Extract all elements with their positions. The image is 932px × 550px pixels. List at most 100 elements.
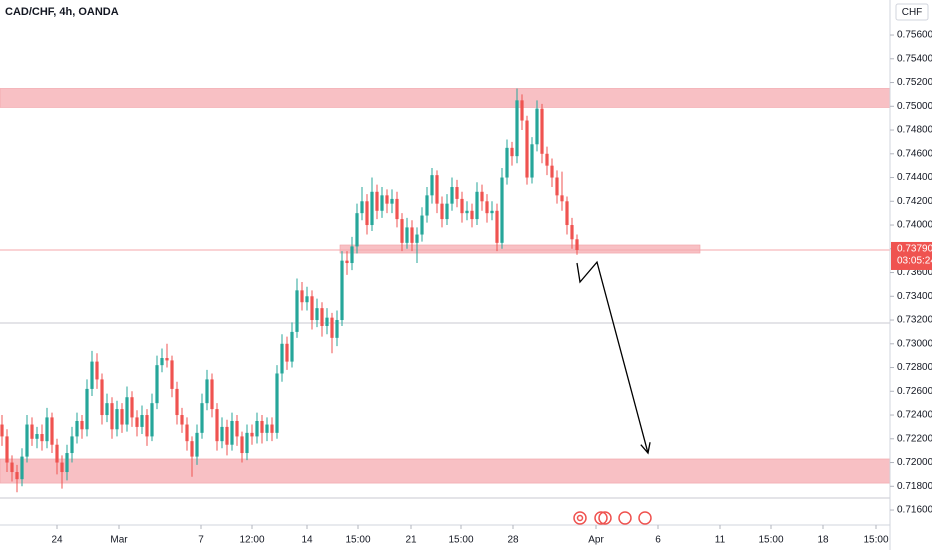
candle-body <box>350 246 354 264</box>
candle-body <box>475 191 479 220</box>
y-tick-label: 0.74400 <box>897 172 932 183</box>
candle-body <box>155 365 159 404</box>
event-icon[interactable] <box>618 511 632 525</box>
candle-body <box>130 397 134 418</box>
last-price-box <box>891 241 932 270</box>
candle-body <box>385 195 389 204</box>
candle-body <box>40 434 44 442</box>
currency-label[interactable]: CHF <box>902 7 923 18</box>
event-icon[interactable] <box>598 511 612 525</box>
zone <box>339 244 701 254</box>
candle-body <box>450 187 454 204</box>
x-tick-label: 15:00 <box>448 535 473 546</box>
y-tick-label: 0.71800 <box>897 481 932 492</box>
candle-body <box>0 424 4 437</box>
event-icon[interactable] <box>576 514 584 522</box>
y-tick-label: 0.72600 <box>897 386 932 397</box>
candle-body <box>80 420 84 430</box>
candle-body <box>410 227 414 243</box>
candle-body <box>375 191 379 211</box>
y-tick-label: 0.72800 <box>897 362 932 373</box>
candle-body <box>250 432 254 437</box>
event-icon[interactable] <box>594 511 608 525</box>
x-tick-label: 28 <box>507 535 519 546</box>
candle-body <box>220 426 224 442</box>
candle-body <box>20 456 24 480</box>
candle-body <box>225 426 229 445</box>
candle-body <box>235 420 239 437</box>
y-tick-label: 0.75400 <box>897 53 932 64</box>
event-icons[interactable] <box>573 511 652 525</box>
candle-body <box>35 434 39 439</box>
candle-body <box>570 225 574 240</box>
candle-body <box>10 462 14 473</box>
candle-body <box>365 201 369 226</box>
x-tick-label: 15:00 <box>345 535 370 546</box>
candle-body <box>265 424 269 433</box>
candle-body <box>445 203 449 220</box>
currency-box[interactable] <box>895 3 929 21</box>
axes: 0.71600 0.71800 0.72000 0.72200 0.72400 0.726… <box>51 30 932 546</box>
candle-body <box>215 409 219 442</box>
candle-body <box>370 191 374 226</box>
candle-body <box>430 175 434 196</box>
y-tick-label: 0.75000 <box>897 101 932 112</box>
candle-body <box>245 432 249 454</box>
candle-body <box>465 210 469 214</box>
candle-body <box>145 415 149 437</box>
candle-body <box>285 343 289 362</box>
y-tick-label: 0.74000 <box>897 220 932 231</box>
candle-body <box>560 195 564 202</box>
x-tick-label: 15:00 <box>863 535 888 546</box>
candle-body <box>280 343 284 374</box>
candle-body <box>520 100 524 121</box>
candle-body <box>270 424 274 433</box>
candle-body <box>125 397 129 425</box>
x-tick-label: 15:00 <box>758 535 783 546</box>
candle-body <box>415 234 419 243</box>
candle-body <box>360 201 364 214</box>
candle-body <box>555 177 559 196</box>
candle-body <box>535 108 539 145</box>
candle-body <box>345 260 349 264</box>
x-tick-label: 24 <box>51 535 63 546</box>
candle-body <box>290 331 294 362</box>
candle-body <box>65 453 69 473</box>
candle-body <box>485 201 489 214</box>
candle-body <box>85 388 89 430</box>
candle-body <box>90 361 94 389</box>
candle-body <box>30 424 34 439</box>
x-tick-label: 21 <box>405 535 417 546</box>
candle-body <box>70 436 74 454</box>
x-tick-label: 11 <box>715 535 726 546</box>
y-tick-label: 0.72200 <box>897 433 932 444</box>
candle-body <box>575 239 579 250</box>
candle-body <box>500 177 504 243</box>
candle-body <box>340 260 344 321</box>
x-tick-label: Mar <box>110 535 128 546</box>
candle-body <box>50 417 54 445</box>
event-icon[interactable] <box>573 511 587 525</box>
candle-body <box>315 308 319 321</box>
x-tick-label: 7 <box>198 535 204 546</box>
candle-body <box>180 415 184 425</box>
candle-body <box>425 195 429 216</box>
candle-body <box>330 317 334 338</box>
candle-body <box>490 210 494 214</box>
event-icon[interactable] <box>638 511 652 525</box>
candle-body <box>255 420 259 437</box>
last-price-label: 0.73790 <box>897 244 932 255</box>
candle-body <box>435 175 439 204</box>
y-tick-label: 0.73600 <box>897 267 932 278</box>
arrow <box>576 260 651 455</box>
y-tick-label: 0.74600 <box>897 148 932 159</box>
candle-body <box>175 388 179 416</box>
x-tick-label: 6 <box>655 535 661 546</box>
candle-body <box>545 153 549 166</box>
candle-body <box>510 147 514 157</box>
candle-body <box>550 165 554 178</box>
candle-body <box>170 360 174 389</box>
candle-body <box>135 417 139 427</box>
y-tick-label: 0.75600 <box>897 30 932 41</box>
